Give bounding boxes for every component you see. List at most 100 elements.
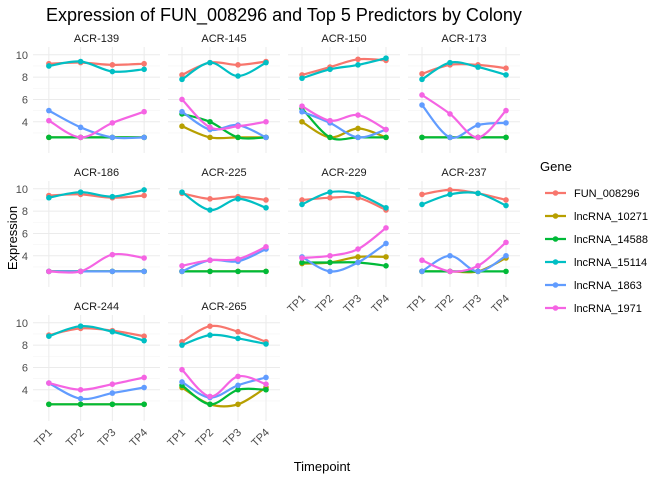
data-point-fun-008296 [419, 191, 425, 198]
data-point-lncrna-15114 [503, 202, 509, 209]
series-line-fun-008296 [300, 57, 388, 76]
series-line-lncrna-1863 [180, 376, 268, 399]
data-point-lncrna-14588 [141, 401, 147, 408]
series-line-lncrna-15114 [47, 188, 146, 199]
panels-layer: ACR-139 4 6 8 10 ACR-145 ACR-150 ACR-173 ACR-186… [16, 33, 520, 449]
series-line-lncrna-1863 [47, 109, 146, 140]
data-point-lncrna-15114 [383, 55, 389, 61]
data-point-lncrna-15114 [263, 341, 269, 347]
series-line-lncrna-14588 [180, 384, 268, 406]
data-point-lncrna-1971 [179, 96, 185, 103]
legend-item-lncrna-1863: lncRNA_1863 [545, 280, 642, 292]
data-point-lncrna-1971 [263, 244, 269, 250]
legend-item-fun-008296: FUN_008296 [545, 188, 639, 200]
x-tick-label: TP4 [369, 293, 392, 316]
data-point-lncrna-1863 [475, 122, 481, 128]
series-line-fun-008296 [180, 192, 268, 202]
data-point-lncrna-1971 [503, 107, 509, 114]
data-point-lncrna-1971 [383, 225, 389, 231]
data-point-fun-008296 [235, 62, 241, 68]
series-line-fun-008296 [420, 62, 508, 75]
data-point-lncrna-1863 [77, 395, 84, 402]
data-point-lncrna-10271 [355, 254, 361, 260]
panel-acr-186: ACR-186 4 6 8 10 [16, 167, 160, 287]
data-point-lncrna-1971 [179, 366, 185, 373]
data-point-lncrna-14588 [327, 134, 333, 141]
x-tick-label: TP3 [461, 293, 484, 316]
data-point-lncrna-1863 [419, 102, 425, 108]
x-tick-label: TP4 [127, 427, 150, 450]
data-point-lncrna-14588 [263, 386, 269, 393]
x-tick-label: TP3 [221, 427, 244, 450]
series-line-lncrna-15114 [420, 61, 508, 81]
series-line-lncrna-15114 [300, 190, 388, 209]
data-point-lncrna-1863 [109, 268, 116, 275]
y-tick-label: 4 [22, 117, 28, 129]
data-point-lncrna-1971 [299, 103, 305, 109]
data-point-lncrna-10271 [383, 254, 389, 260]
data-point-lncrna-1971 [235, 256, 241, 262]
x-tick-label: TP3 [341, 293, 364, 316]
data-point-lncrna-1971 [141, 374, 147, 381]
data-point-lncrna-1863 [109, 134, 116, 141]
data-point-lncrna-15114 [46, 333, 52, 340]
data-point-lncrna-15114 [109, 328, 116, 335]
strip-label-acr-139: ACR-139 [74, 33, 119, 45]
data-point-lncrna-14588 [46, 401, 52, 408]
series-line-fun-008296 [47, 327, 146, 338]
data-point-lncrna-1971 [447, 268, 453, 275]
series-line-lncrna-1971 [300, 226, 388, 260]
strip-label-acr-229: ACR-229 [321, 167, 366, 179]
series-line-lncrna-1971 [180, 245, 268, 267]
data-point-lncrna-15114 [419, 76, 425, 83]
data-point-lncrna-1971 [235, 123, 241, 130]
data-point-lncrna-1971 [263, 381, 269, 387]
data-point-lncrna-1971 [179, 263, 185, 269]
data-point-lncrna-1971 [109, 251, 116, 258]
data-point-fun-008296 [141, 192, 147, 199]
data-point-lncrna-14588 [299, 259, 305, 266]
series-line-lncrna-1971 [47, 110, 146, 139]
y-tick-label: 10 [16, 50, 28, 62]
legend-item-lncrna-10271: lncRNA_10271 [545, 211, 648, 223]
data-point-lncrna-1971 [503, 239, 509, 246]
data-point-lncrna-1971 [419, 257, 425, 264]
data-point-lncrna-1971 [77, 268, 84, 275]
data-point-lncrna-15114 [109, 193, 116, 200]
y-tick-label: 6 [22, 228, 28, 240]
data-point-lncrna-14588 [235, 268, 241, 275]
y-tick-label: 8 [22, 206, 28, 218]
strip-label-acr-237: ACR-237 [441, 167, 486, 179]
data-point-lncrna-1863 [299, 108, 305, 115]
series-line-lncrna-1971 [180, 98, 268, 131]
y-tick-label: 8 [22, 340, 28, 352]
data-point-lncrna-15114 [503, 72, 509, 78]
data-point-lncrna-1863 [46, 107, 52, 114]
data-point-lncrna-1863 [355, 259, 361, 266]
chart-title: Expression of FUN_008296 and Top 5 Predi… [46, 5, 522, 26]
data-point-fun-008296 [141, 333, 147, 340]
strip-label-acr-186: ACR-186 [74, 167, 119, 179]
data-point-lncrna-1971 [355, 246, 361, 252]
y-tick-label: 8 [22, 72, 28, 84]
data-point-lncrna-14588 [263, 268, 269, 275]
panel-acr-173: ACR-173 [408, 33, 520, 153]
data-point-lncrna-1863 [503, 120, 509, 126]
data-point-lncrna-15114 [46, 194, 52, 201]
series-line-fun-008296 [180, 60, 268, 76]
panel-acr-229: ACR-229 TP1 TP2 TP3 TP4 [285, 167, 400, 315]
series-line-lncrna-1971 [420, 241, 508, 273]
series-line-lncrna-15114 [180, 333, 268, 347]
data-point-lncrna-10271 [355, 125, 361, 132]
data-point-lncrna-15114 [179, 342, 185, 348]
x-tick-label: TP4 [249, 427, 272, 450]
data-point-fun-008296 [327, 194, 333, 201]
legend-key-point [552, 259, 559, 265]
data-point-fun-008296 [179, 72, 185, 78]
data-point-lncrna-1971 [447, 111, 453, 117]
data-point-lncrna-14588 [503, 268, 509, 275]
data-point-lncrna-15114 [141, 337, 147, 344]
data-point-lncrna-15114 [263, 204, 269, 211]
series-line-lncrna-1971 [420, 93, 508, 139]
legend-title: Gene [540, 159, 572, 174]
